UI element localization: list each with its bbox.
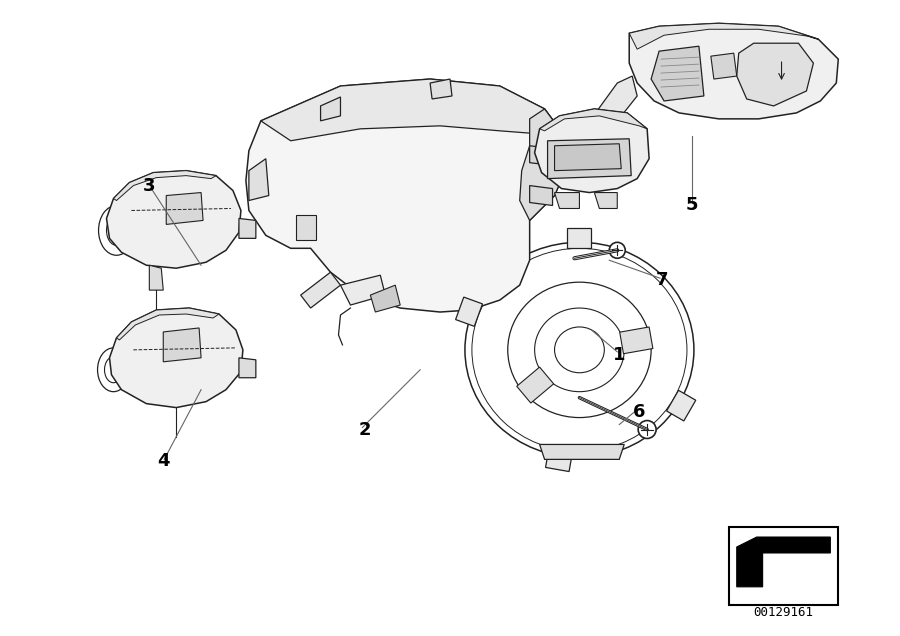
Polygon shape [594,193,617,209]
Polygon shape [296,216,316,240]
Polygon shape [560,76,637,176]
Polygon shape [711,53,737,79]
Polygon shape [320,97,340,121]
Polygon shape [166,193,203,225]
Polygon shape [238,218,256,238]
Text: 4: 4 [157,452,169,471]
Polygon shape [116,308,219,340]
Polygon shape [430,79,452,99]
Polygon shape [737,43,814,106]
Polygon shape [554,193,580,209]
Polygon shape [737,537,831,587]
Text: 00129161: 00129161 [753,606,814,619]
Polygon shape [261,79,564,141]
Polygon shape [651,46,704,101]
Polygon shape [340,275,385,305]
Polygon shape [106,170,241,268]
Ellipse shape [638,420,656,438]
Polygon shape [149,265,163,290]
Polygon shape [554,144,621,170]
Polygon shape [370,285,400,312]
Polygon shape [238,358,256,378]
Polygon shape [530,186,553,205]
Text: 5: 5 [686,197,698,214]
Polygon shape [535,109,649,193]
Polygon shape [455,297,482,326]
Polygon shape [545,448,572,471]
Polygon shape [540,445,625,459]
Polygon shape [301,272,340,308]
Polygon shape [547,139,631,179]
Polygon shape [629,24,818,49]
Polygon shape [519,109,568,221]
Polygon shape [163,328,201,362]
Text: 2: 2 [359,420,372,438]
Polygon shape [517,367,554,403]
Polygon shape [110,308,243,408]
Polygon shape [629,24,838,119]
Polygon shape [246,79,568,312]
Text: 6: 6 [633,403,645,420]
Polygon shape [667,391,696,421]
Polygon shape [530,146,554,165]
Polygon shape [113,170,216,200]
Text: 7: 7 [656,271,669,289]
Text: 1: 1 [613,346,626,364]
Polygon shape [620,327,652,354]
Polygon shape [540,109,647,131]
Polygon shape [568,228,591,248]
Ellipse shape [609,242,626,258]
Bar [729,527,838,605]
Text: 3: 3 [143,177,156,195]
Polygon shape [249,159,269,200]
